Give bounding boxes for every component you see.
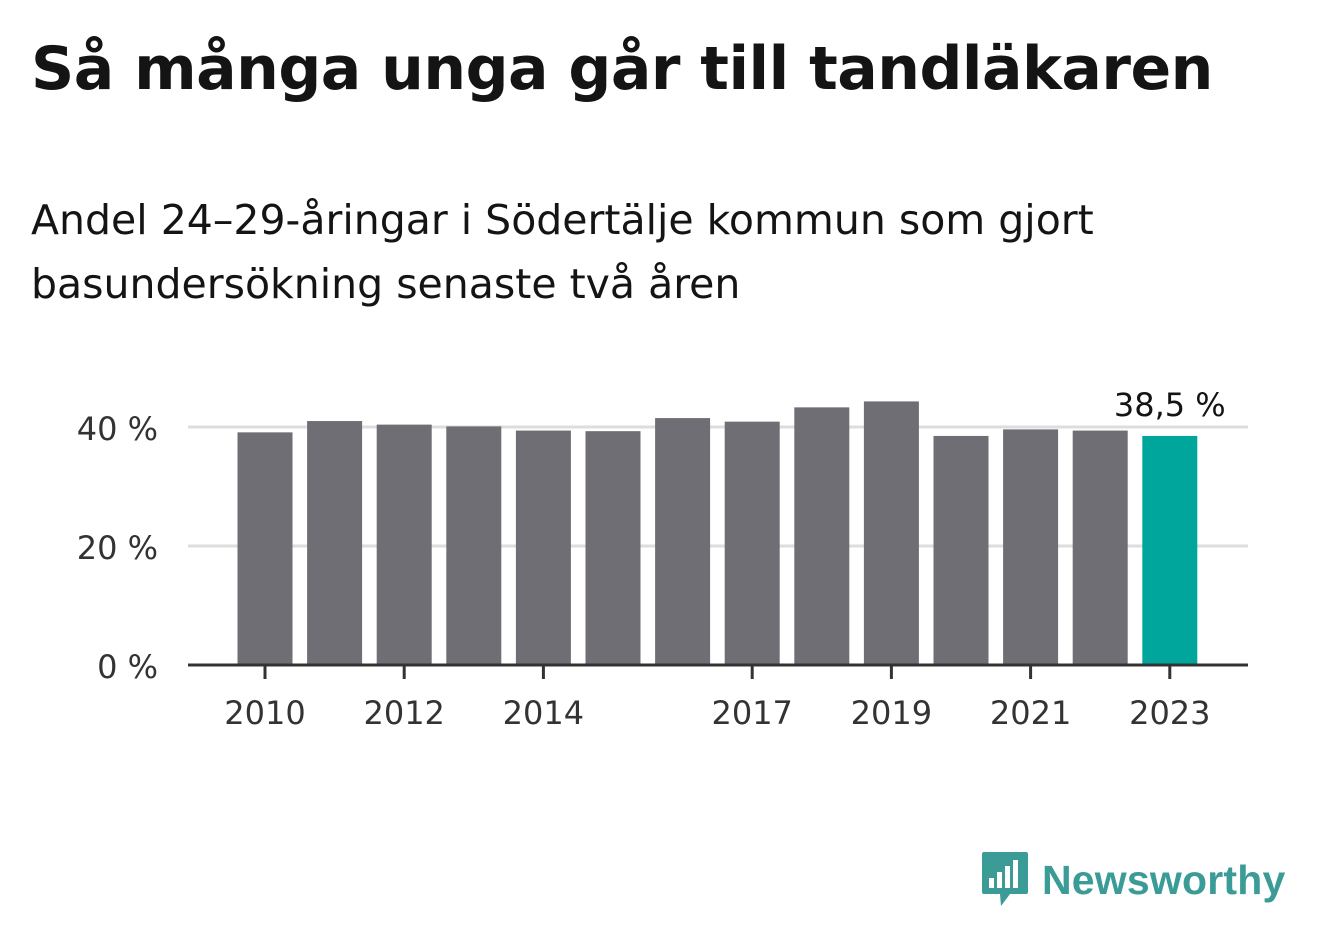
bars <box>237 401 1198 665</box>
bar <box>376 424 432 665</box>
bar <box>446 426 502 665</box>
x-tick-label: 2021 <box>990 694 1071 732</box>
bar <box>1003 429 1059 665</box>
x-tick-label: 2017 <box>711 694 792 732</box>
y-tick-label: 0 % <box>97 648 158 686</box>
bar <box>655 418 711 665</box>
bar <box>585 431 641 665</box>
x-tick-label: 2012 <box>363 694 444 732</box>
grid-lines <box>188 425 1248 548</box>
bar <box>724 421 780 665</box>
axes <box>188 663 1248 679</box>
newsworthy-logo: Newsworthy <box>980 850 1286 910</box>
bar <box>1072 430 1128 665</box>
bar <box>794 407 850 665</box>
bar <box>237 432 293 665</box>
bar <box>933 435 989 665</box>
data-label: 38,5 % <box>1114 386 1226 424</box>
bar <box>307 421 363 665</box>
chart-title: Så många unga går till tandläkaren <box>31 34 1213 104</box>
brand-name: Newsworthy <box>1042 856 1286 903</box>
y-tick-label: 40 % <box>77 410 158 448</box>
bar-chart: 0 % 20 % 40 % 2010 2012 2014 2017 2019 2021 38,5 … <box>77 386 1248 732</box>
bar <box>1142 435 1198 665</box>
x-tick-label: 2014 <box>503 694 584 732</box>
labels: 0 % 20 % 40 % 2010 2012 2014 2017 2019 2021 38,5 … <box>77 386 1226 732</box>
bar <box>863 401 919 665</box>
y-tick-label: 20 % <box>77 529 158 567</box>
chart-subtitle: Andel 24–29-åringar i Södertälje kommun … <box>31 196 1094 308</box>
newsworthy-logo-icon <box>982 852 1028 906</box>
x-tick-label: 2019 <box>851 694 932 732</box>
x-tick-label: 2023 <box>1129 694 1210 732</box>
x-tick-label: 2010 <box>224 694 305 732</box>
bar <box>515 430 571 665</box>
